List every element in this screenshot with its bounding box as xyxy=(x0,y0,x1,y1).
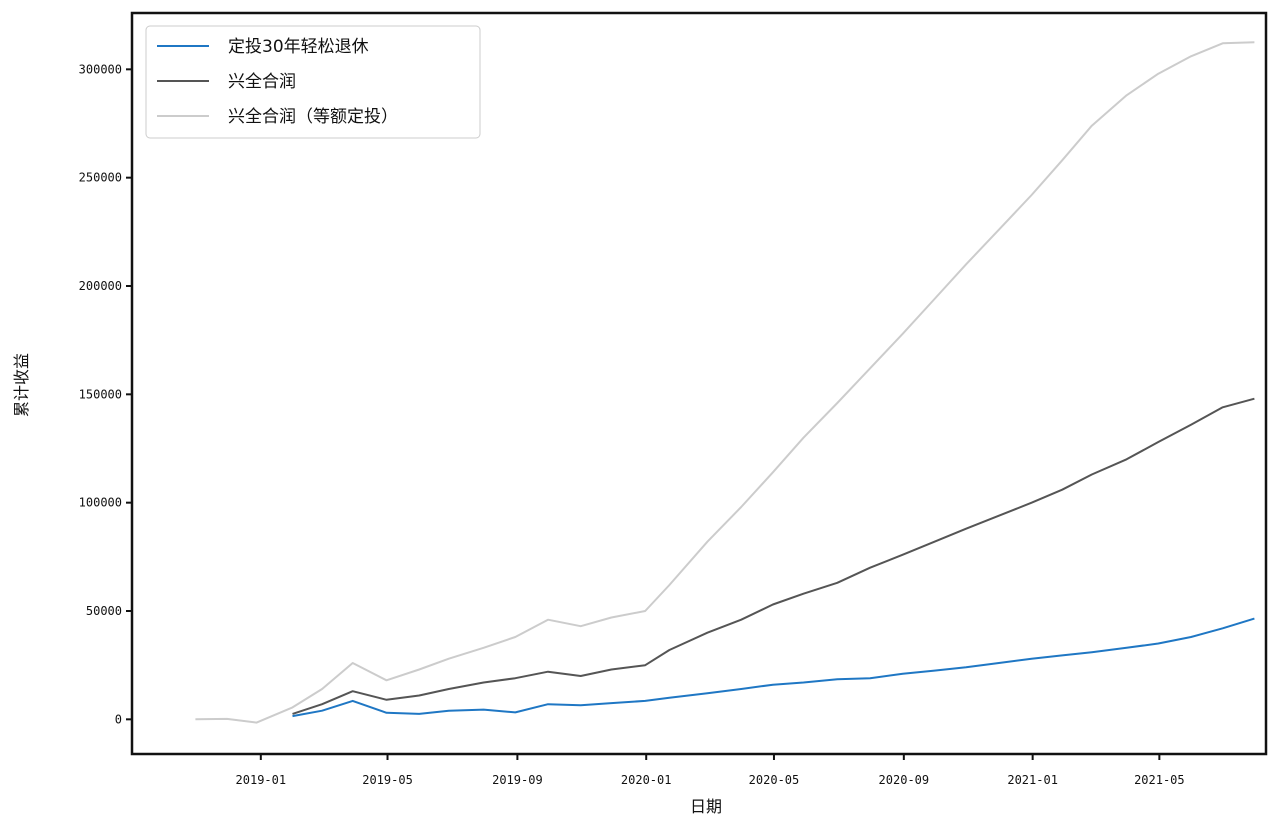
y-tick-label: 0 xyxy=(115,712,122,726)
legend-box xyxy=(145,25,481,139)
x-tick-label: 2020-01 xyxy=(621,773,672,787)
y-tick-label: 100000 xyxy=(79,496,122,510)
series-line-2 xyxy=(292,397,1255,715)
plot-frame xyxy=(130,11,1268,756)
x-tick-label: 2020-05 xyxy=(749,773,800,787)
y-tick-label: 50000 xyxy=(86,604,122,618)
series-line-1 xyxy=(292,617,1255,718)
legend-label-1: 定投30年轻松退休 xyxy=(228,37,369,57)
legend-label-3: 兴全合润（等额定投） xyxy=(228,107,398,127)
x-tick-label: 2021-01 xyxy=(1007,773,1058,787)
x-axis-title: 日期 xyxy=(690,797,722,816)
plot-border xyxy=(130,11,1268,756)
y-axis-ticks: 0 50000 100000 150000 200000 250000 300000 xyxy=(79,62,132,726)
x-axis-ticks: 2019-01 2019-05 2019-09 2020-01 2020-05 2020-… xyxy=(236,754,1185,787)
x-tick-label: 2019-05 xyxy=(362,773,413,787)
y-tick-label: 150000 xyxy=(79,387,122,401)
x-tick-label: 2020-09 xyxy=(879,773,930,787)
y-tick-label: 300000 xyxy=(79,62,122,76)
y-axis-title: 累计收益 xyxy=(12,353,31,417)
y-tick-label: 200000 xyxy=(79,279,122,293)
legend-label-2: 兴全合润 xyxy=(228,72,296,92)
x-tick-label: 2019-09 xyxy=(492,773,543,787)
x-tick-label: 2019-01 xyxy=(236,773,287,787)
series-layer xyxy=(195,41,1255,724)
x-tick-label: 2021-05 xyxy=(1134,773,1185,787)
y-tick-label: 250000 xyxy=(79,171,122,185)
series-line-3 xyxy=(195,41,1255,724)
